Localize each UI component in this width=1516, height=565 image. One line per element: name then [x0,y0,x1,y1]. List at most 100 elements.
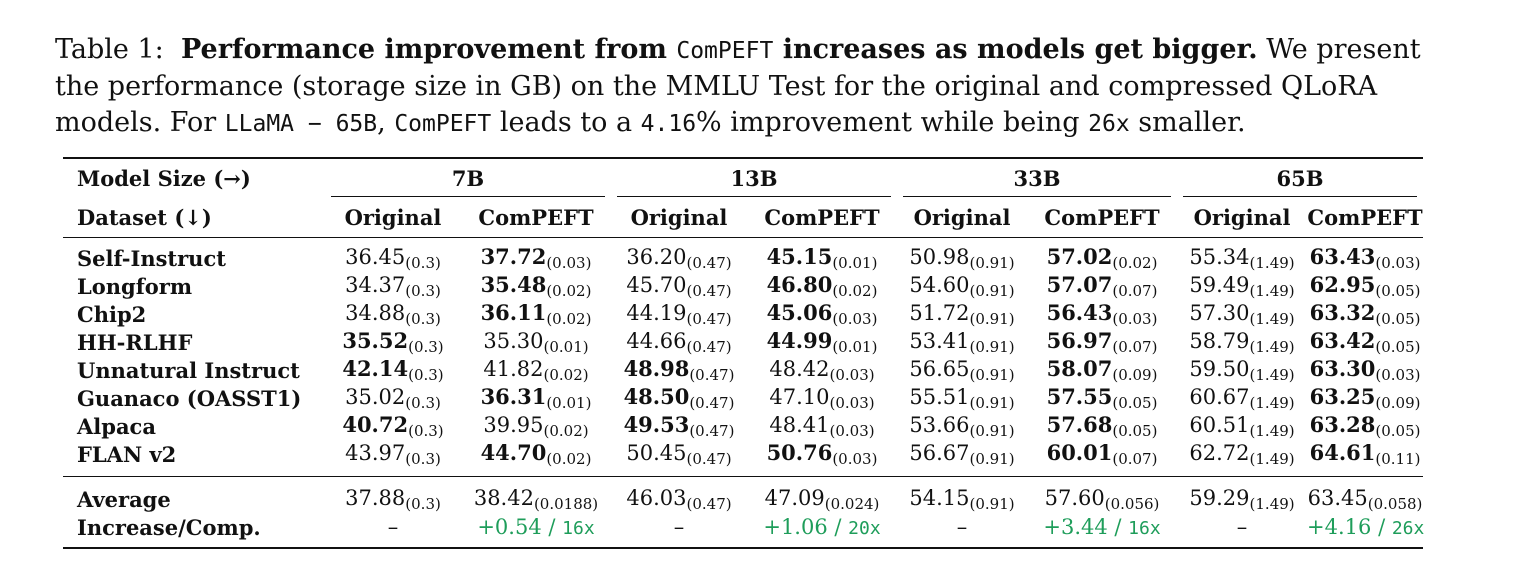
table-cell: 54.15(0.91) [909,485,1015,513]
table-cell: 60.67(1.49) [1189,384,1295,412]
table-cell: 56.97(0.07) [1046,328,1158,356]
row-label: Longform [77,273,193,299]
table-cell: 46.03(0.47) [626,485,732,513]
table-row: Guanaco (OASST1) 35.02(0.3) 36.31(0.01) 48.… [63,384,1423,412]
table-cell: 38.42(0.0188) [473,485,599,513]
table-cell: 42.14(0.3) [342,356,444,384]
table-cell: 48.42(0.03) [769,356,875,384]
row-label: Self-Instruct [77,245,226,271]
row-label: Chip2 [77,301,147,327]
table-cell: 59.50(1.49) [1189,356,1295,384]
increase-cell: +3.44 / 16x [1043,515,1161,539]
table-cell: 57.07(0.07) [1046,272,1158,300]
table-cell: 53.66(0.91) [909,412,1015,440]
table-cell: 36.45(0.3) [345,244,441,272]
table-cell: 51.72(0.91) [909,300,1015,328]
table-cell: 44.19(0.47) [626,300,732,328]
dash-cell: – [387,515,399,539]
row-label: Unnatural Instruct [77,357,300,383]
table-cell: 60.01(0.07) [1046,440,1158,468]
table-cell: 53.41(0.91) [909,328,1015,356]
table-cell: 64.61(0.11) [1309,440,1421,468]
header-compeft: ComPEFT [1307,204,1423,230]
table-cell: 47.10(0.03) [769,384,875,412]
average-row: Average 37.88(0.3) 38.42(0.0188) 46.03(0… [63,476,1424,514]
table-cell: 50.76(0.03) [766,440,878,468]
header-compeft: ComPEFT [1044,204,1160,230]
table-cell: 60.51(1.49) [1189,412,1295,440]
header-size-7b: 7B [325,158,611,197]
caption-title: Performance improvement from ComPEFT inc… [180,34,1258,65]
table-cell: 35.48(0.02) [480,272,592,300]
caption-pct: 4.16 [640,111,697,137]
caption-body-1: We present the performance (storage size… [55,34,1421,138]
table-row: HH-RLHF 35.52(0.3) 35.30(0.01) 44.66(0.47) 4… [63,328,1423,356]
table-cell: 37.88(0.3) [345,485,441,513]
row-label: Alpaca [77,413,156,439]
table-cell: 44.66(0.47) [626,328,732,356]
header-size-65b: 65B [1177,158,1423,197]
table-cell: 36.31(0.01) [480,384,592,412]
table-cell: 57.55(0.05) [1046,384,1158,412]
caption-body-4: smaller. [1138,107,1246,138]
increase-row: Increase/Comp. – +0.54 / 16x – +1.06 / 2… [63,513,1425,548]
table-cell: 58.79(1.49) [1189,328,1295,356]
header-compeft: ComPEFT [764,204,880,230]
table-row: Longform 34.37(0.3) 35.48(0.02) 45.70(0.47)… [63,272,1423,300]
table-cell: 63.45(0.058) [1307,485,1423,513]
header-compeft: ComPEFT [478,204,594,230]
dash-cell: – [1236,515,1248,539]
table-cell: 63.32(0.05) [1309,300,1421,328]
table-cell: 56.67(0.91) [909,440,1015,468]
table-cell: 36.20(0.47) [626,244,732,272]
table-cell: 62.95(0.05) [1309,272,1421,300]
table-body: Self-Instruct 36.45(0.3) 37.72(0.03) 36.20(… [63,237,1424,477]
row-label: FLAN v2 [77,441,177,467]
table-row: Chip2 34.88(0.3) 36.11(0.02) 44.19(0.47) 45.… [63,300,1423,328]
table-cell: 44.99(0.01) [766,328,878,356]
header-dataset: Dataset (↓) [77,204,212,230]
table-cell: 43.97(0.3) [345,440,441,468]
header-original: Original [913,204,1011,230]
table-row: FLAN v2 43.97(0.3) 44.70(0.02) 50.45(0.47) 5… [63,440,1423,477]
table-cell: 34.37(0.3) [345,272,441,300]
table-cell: 58.07(0.09) [1046,356,1158,384]
table-cell: 50.98(0.91) [909,244,1015,272]
table-cell: 63.28(0.05) [1309,412,1421,440]
table-cell: 57.02(0.02) [1046,244,1158,272]
table-row: Self-Instruct 36.45(0.3) 37.72(0.03) 36.20(… [63,237,1424,272]
table-caption: Table 1: Performance improvement from Co… [55,34,1421,138]
table-cell: 44.70(0.02) [480,440,592,468]
table-cell: 63.30(0.03) [1309,356,1421,384]
table-cell: 48.98(0.47) [623,356,735,384]
row-label: Guanaco (OASST1) [77,385,302,411]
table-cell: 46.80(0.02) [766,272,878,300]
row-label: Average [77,486,171,512]
caption-model: LLaMA − 65B [224,111,378,137]
table-cell: 48.41(0.03) [769,412,875,440]
header-original: Original [1193,204,1291,230]
row-label: HH-RLHF [77,329,193,355]
table-row: Alpaca 40.72(0.3) 39.95(0.02) 49.53(0.47) 48… [63,412,1423,440]
table-cell: 35.52(0.3) [342,328,444,356]
table-cell: 59.49(1.49) [1189,272,1295,300]
increase-cell: +0.54 / 16x [477,515,595,539]
table-cell: 56.65(0.91) [909,356,1015,384]
table-cell: 49.53(0.47) [623,412,735,440]
table-cell: 35.02(0.3) [345,384,441,412]
header-size-33b: 33B [897,158,1177,197]
table-cell: 57.60(0.056) [1044,485,1160,513]
table-cell: 45.15(0.01) [766,244,878,272]
header-model-size: Model Size (→) [77,165,251,191]
dash-cell: – [673,515,685,539]
results-table-container: Model Size (→) 7B 13B 33B 65B Dataset (↓… [63,157,1425,549]
header-original: Original [344,204,442,230]
table-cell: 48.50(0.47) [623,384,735,412]
table-cell: 63.43(0.03) [1309,244,1421,272]
table-cell: 45.06(0.03) [766,300,878,328]
table-cell: 59.29(1.49) [1189,485,1295,513]
increase-cell: +4.16 / 26x [1307,515,1425,539]
table-cell: 40.72(0.3) [342,412,444,440]
table-row: Unnatural Instruct 42.14(0.3) 41.82(0.02) 4… [63,356,1423,384]
header-size-13b: 13B [611,158,897,197]
